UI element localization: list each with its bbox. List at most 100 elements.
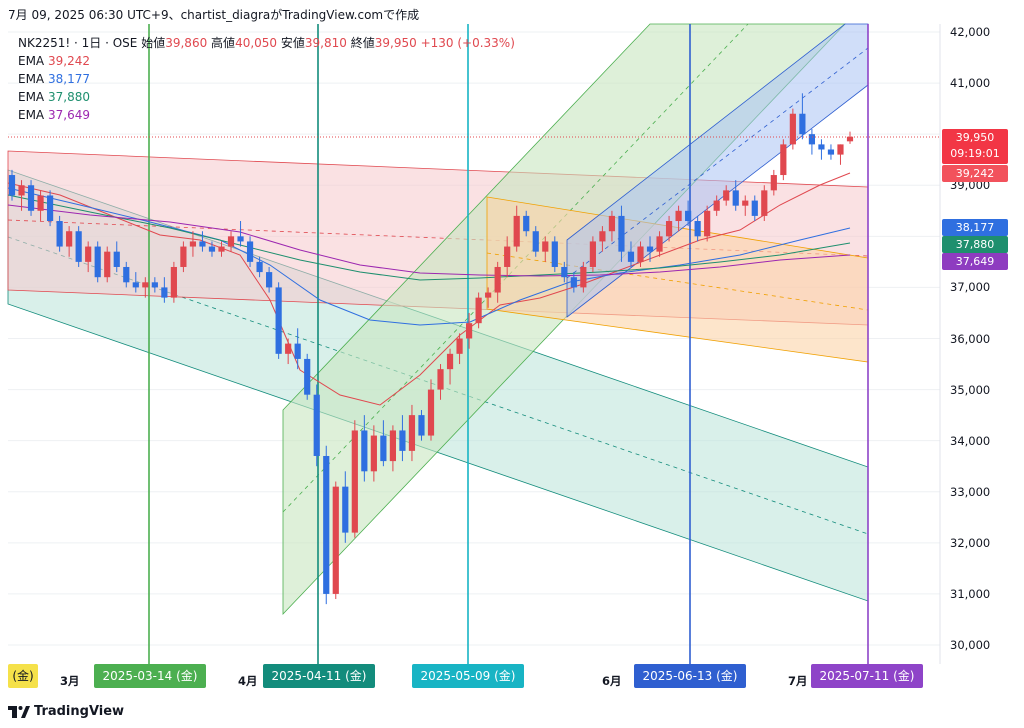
candle	[504, 236, 511, 278]
y-tick-label: 31,000	[950, 586, 991, 601]
candle	[485, 287, 492, 308]
date-markers	[148, 24, 869, 664]
ema-1-line	[7, 172, 851, 406]
candle-body	[27, 185, 35, 211]
candle	[285, 338, 292, 365]
y-tick-label: 35,000	[950, 382, 991, 397]
candle-body	[199, 241, 206, 247]
candle-body	[789, 113, 796, 145]
candle	[475, 292, 482, 329]
candle-body	[380, 435, 387, 462]
ema-1-value: 39,242	[47, 54, 90, 68]
candle	[465, 312, 473, 349]
ema-row-3[interactable]: EMA 37,880	[18, 88, 515, 106]
candle	[323, 445, 330, 605]
candle	[161, 277, 168, 303]
candle	[142, 277, 149, 298]
candle-body	[732, 190, 739, 206]
candle-body	[818, 144, 825, 150]
orange-zone-midline	[486, 252, 869, 311]
candle	[408, 404, 416, 462]
ema-row-2[interactable]: EMA 38,177	[18, 70, 515, 88]
ema-4-label: EMA	[18, 108, 45, 122]
x-tick-apr: 4月	[238, 674, 258, 688]
candle-body	[275, 287, 282, 354]
ohlc-row: NK2251! · 1日 · OSE 始値39,860 高値40,050 安値3…	[18, 34, 515, 52]
candle	[761, 185, 768, 222]
ema-3-badge: 37,880	[942, 236, 1008, 253]
candle-body	[56, 221, 63, 247]
candle	[827, 144, 835, 160]
candle-body	[227, 236, 235, 247]
countdown-value: 09:19:01	[950, 147, 1000, 160]
candle	[56, 215, 63, 252]
candle	[599, 226, 606, 252]
candle-body	[665, 221, 673, 237]
candle-body	[456, 338, 463, 354]
candles	[8, 93, 854, 605]
candle	[266, 266, 273, 293]
y-tick-label: 32,000	[950, 535, 991, 550]
date-badge-0411: 2025-04-11 (金)	[263, 664, 375, 688]
candle	[608, 210, 616, 242]
high-value: 40,050	[235, 36, 278, 50]
candle	[85, 241, 92, 273]
candle-body	[646, 246, 654, 252]
candle	[532, 226, 539, 257]
candle	[665, 215, 673, 242]
y-tick-label: 36,000	[950, 331, 991, 346]
ema-4-line	[7, 204, 851, 277]
candle	[180, 241, 187, 273]
candle	[199, 231, 206, 252]
candle-body	[123, 266, 130, 283]
candle	[808, 129, 816, 155]
candle	[208, 241, 216, 257]
ema-row-4[interactable]: EMA 37,649	[18, 106, 515, 124]
candle	[380, 420, 387, 467]
candle-body	[208, 246, 216, 252]
ema-lines	[7, 172, 851, 406]
candle-body	[94, 246, 101, 278]
candle-body	[704, 210, 711, 237]
candle-body	[180, 246, 187, 267]
last-price-value: 39,950	[955, 131, 995, 144]
candle	[751, 195, 758, 222]
candle-body	[75, 231, 82, 262]
candle	[170, 261, 177, 303]
candle-body	[161, 287, 168, 298]
candle	[551, 236, 558, 273]
ema-3-line	[7, 194, 851, 281]
date-badge-0314: 2025-03-14 (金)	[94, 664, 206, 688]
candle-body	[713, 200, 720, 211]
y-tick-label: 37,000	[950, 280, 991, 295]
candle	[313, 384, 320, 467]
candle-body	[304, 358, 311, 395]
candle-body	[399, 430, 406, 451]
high-label: 高値	[211, 36, 236, 50]
candle-body	[370, 435, 377, 472]
last-price-badge: 39,950 09:19:01	[942, 129, 1008, 164]
candle	[789, 108, 796, 150]
candle	[8, 169, 16, 201]
candle-body	[437, 369, 444, 390]
candle-body	[637, 246, 644, 262]
candle-body	[351, 430, 358, 533]
candle-body	[485, 292, 492, 298]
candle-body	[427, 389, 435, 436]
candle	[561, 261, 568, 283]
candle	[818, 139, 825, 160]
candle-body	[85, 246, 92, 262]
candle	[294, 328, 301, 370]
ema-row-1[interactable]: EMA 39,242	[18, 52, 515, 70]
candle	[370, 425, 377, 482]
ema-2-label: EMA	[18, 72, 45, 86]
candle-body	[542, 241, 549, 252]
ema-2-value: 38,177	[47, 72, 90, 86]
candle	[256, 256, 263, 278]
candle-body	[256, 261, 263, 273]
candle-body	[132, 282, 139, 288]
candle	[132, 272, 139, 293]
open-value: 39,860	[165, 36, 208, 50]
candle	[523, 210, 530, 237]
